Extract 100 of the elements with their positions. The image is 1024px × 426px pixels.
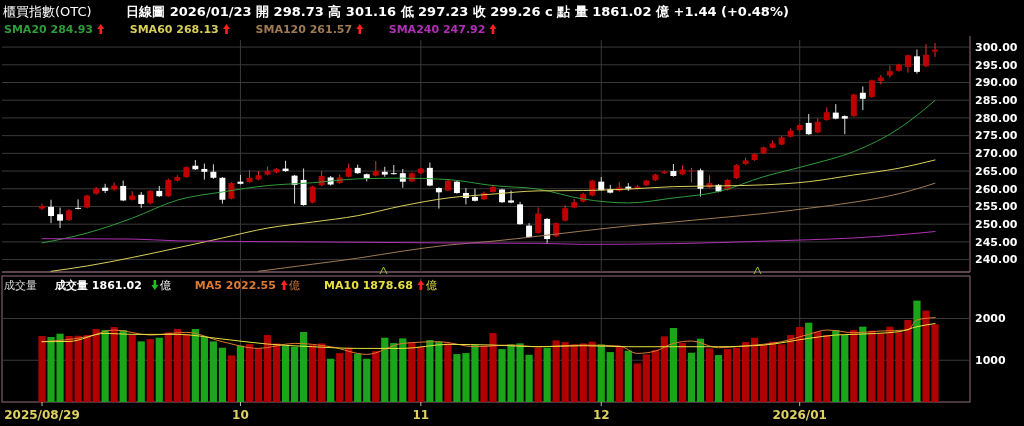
chart-title: 成交量 <box>4 279 37 292</box>
bar <box>543 347 551 402</box>
candlestick <box>544 217 551 244</box>
bar <box>651 350 659 402</box>
bar <box>660 336 668 402</box>
bar <box>227 355 236 402</box>
bar <box>128 335 136 402</box>
bar <box>606 352 614 402</box>
y-tick-label: 265.00 <box>975 164 1018 178</box>
bar <box>281 345 290 402</box>
bar <box>435 341 443 402</box>
bar <box>119 330 127 402</box>
bar <box>218 347 227 402</box>
candlestick <box>841 114 848 135</box>
bar <box>399 338 407 402</box>
bar <box>417 346 425 402</box>
bar <box>633 363 641 402</box>
text: SMA60 268.13 <box>129 23 219 36</box>
bar <box>877 333 885 402</box>
x-tick-label: 10 <box>232 408 249 422</box>
bar <box>182 334 190 402</box>
bar <box>705 348 714 402</box>
bar <box>805 322 813 402</box>
bar <box>390 343 398 402</box>
bar <box>787 335 795 402</box>
candlestick <box>75 198 82 210</box>
bar <box>642 354 650 402</box>
x-tick-label: 11 <box>412 408 430 422</box>
text: MA10 1878.68 億 <box>324 279 437 292</box>
y-tick-label: 290.00 <box>975 76 1018 90</box>
bar <box>318 343 326 402</box>
bar <box>696 338 705 402</box>
x-tick-label: 2025/08/29 <box>4 408 80 422</box>
bar <box>841 335 849 402</box>
text: SMA240 247.92 <box>388 23 486 36</box>
candlestick <box>913 49 920 75</box>
candlestick <box>48 199 55 224</box>
candlestick <box>471 188 478 203</box>
bar <box>372 351 380 402</box>
bar <box>552 340 560 402</box>
bar <box>814 331 822 402</box>
line-series <box>41 323 936 349</box>
bar <box>859 326 867 402</box>
bar <box>327 358 335 402</box>
bar <box>408 342 416 402</box>
candlestick <box>535 207 542 235</box>
bar <box>110 327 118 402</box>
y-tick-label: 2000 <box>975 312 1006 326</box>
bar <box>561 342 569 402</box>
line-series <box>50 159 936 272</box>
bar <box>741 342 750 402</box>
bar <box>823 335 831 402</box>
bar <box>299 332 308 402</box>
y-tick-label: 275.00 <box>975 129 1018 143</box>
bar <box>245 344 254 402</box>
bar <box>570 344 578 402</box>
line-series <box>41 99 936 244</box>
bar <box>769 341 777 402</box>
bar <box>137 341 145 402</box>
y-tick-label: 245.00 <box>975 235 1018 249</box>
bar <box>868 330 876 402</box>
bar <box>732 347 741 402</box>
bar <box>750 337 759 402</box>
bar <box>164 332 172 402</box>
bar <box>588 341 596 402</box>
y-tick-label: 260.00 <box>975 182 1018 196</box>
bar <box>38 336 46 402</box>
candlestick <box>435 186 442 210</box>
bar <box>579 343 587 402</box>
bar <box>678 343 687 402</box>
bar <box>290 346 299 402</box>
x-tick-label: 12 <box>592 408 610 422</box>
bar <box>778 344 786 402</box>
line-series <box>41 231 936 245</box>
bar <box>597 344 605 402</box>
x-tick-label: 2026/01 <box>772 408 827 422</box>
chart-title: 櫃買指數(OTC) <box>3 4 92 19</box>
bar <box>723 349 732 402</box>
bar <box>336 353 344 402</box>
candlestick <box>165 177 172 198</box>
bar <box>796 327 804 402</box>
bar <box>426 340 434 402</box>
bar <box>263 335 272 402</box>
bar <box>146 339 154 402</box>
bar <box>309 345 317 402</box>
bar <box>886 326 894 402</box>
bar <box>913 300 921 402</box>
y-tick-label: 1000 <box>975 354 1006 368</box>
bar <box>714 355 723 402</box>
candlestick <box>517 201 524 226</box>
line-series <box>257 182 936 272</box>
bar <box>850 330 858 402</box>
candlestick <box>219 176 226 205</box>
bar <box>669 328 678 402</box>
text: SMA120 261.57 <box>255 23 353 36</box>
text: SMA20 284.93 <box>4 23 93 36</box>
text: 成交量 1861.02 億 <box>55 279 171 292</box>
text: MA5 2022.55 億 <box>194 279 301 292</box>
bar <box>534 347 542 402</box>
bar <box>381 337 389 402</box>
